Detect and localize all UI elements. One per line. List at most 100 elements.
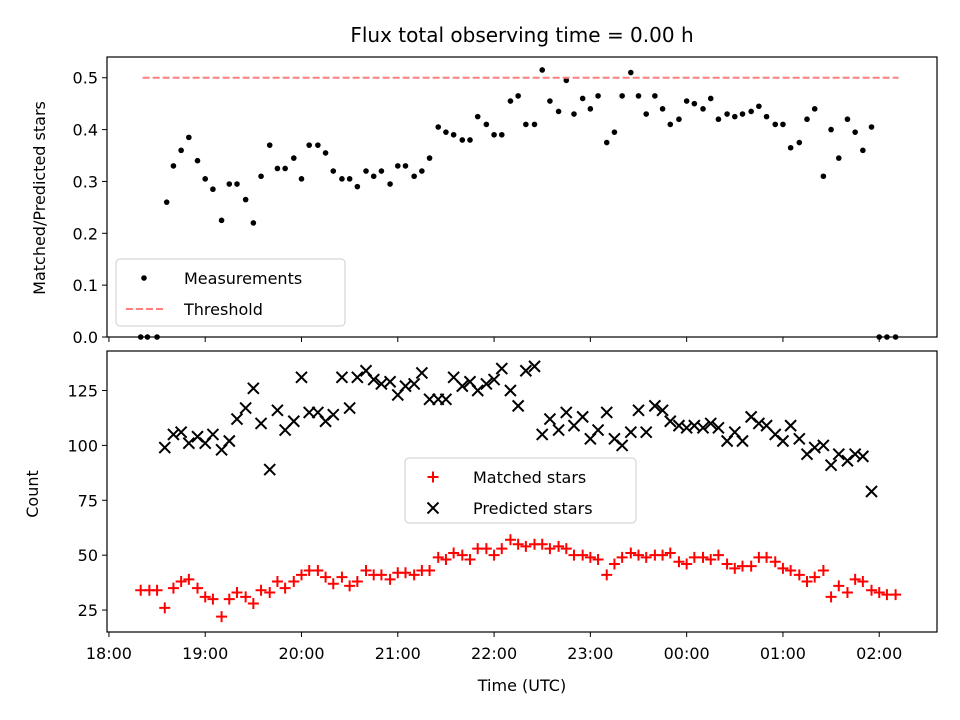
matched-stars-point	[825, 591, 837, 603]
x-tick-label: 02:00	[856, 644, 902, 663]
top-y-tick-label: 0.0	[73, 328, 98, 347]
measurements-point	[419, 168, 425, 174]
measurements-point	[282, 165, 288, 172]
predicted-stars-point	[439, 393, 453, 406]
matched-stars-point	[664, 547, 676, 559]
matched-stars-point	[657, 549, 669, 561]
measurements-point	[467, 137, 473, 143]
measurements-point	[555, 108, 562, 115]
measurements-point	[450, 131, 457, 138]
measurements-point	[370, 173, 377, 180]
legend-label-matched-stars: Matched stars	[473, 468, 586, 487]
predicted-stars-point	[536, 428, 549, 441]
x-tick-label: 18:00	[86, 644, 132, 663]
measurements-point	[443, 129, 449, 135]
x-tick-label: 19:00	[182, 644, 228, 663]
measurements-point	[539, 67, 546, 73]
top-legend	[115, 258, 346, 327]
matched-stars-point	[247, 597, 259, 609]
predicted-stars-point	[656, 404, 669, 417]
matched-stars-point	[681, 558, 693, 570]
predicted-stars-point	[167, 428, 180, 441]
measurements-point	[691, 100, 698, 107]
measurements-point	[354, 183, 361, 190]
predicted-stars-point	[223, 434, 236, 448]
matched-stars-point	[841, 586, 853, 598]
measurements-point	[266, 142, 273, 148]
bottom-y-axis-label: Count	[23, 470, 42, 518]
predicted-stars-point	[239, 401, 252, 415]
measurements-point	[739, 111, 746, 117]
measurements-point	[571, 111, 577, 117]
predicted-stars-point	[784, 419, 797, 432]
matched-stars-point	[375, 569, 387, 581]
measurements-point	[163, 199, 170, 205]
predicted-stars-point	[776, 434, 790, 448]
matched-stars-point	[633, 549, 645, 561]
x-tick-label: 01:00	[760, 644, 806, 663]
measurements-point	[635, 93, 642, 99]
measurements-point	[322, 150, 329, 156]
predicted-stars-point	[295, 371, 308, 384]
measurements-point	[435, 124, 442, 130]
measurements-point	[603, 139, 610, 146]
predicted-stars-point	[576, 410, 589, 424]
bottom-y-tick-label: 75	[78, 491, 98, 510]
predicted-stars-point	[865, 485, 878, 498]
measurements-point	[507, 98, 514, 104]
matched-stars-point	[729, 562, 741, 574]
predicted-stars-point	[704, 417, 717, 430]
measurements-point	[234, 181, 240, 187]
measurements-point	[186, 134, 192, 141]
predicted-stars-point	[471, 384, 484, 397]
measurements-point	[676, 116, 682, 123]
matched-stars-point	[296, 569, 308, 581]
top-y-axis-label: Matched/Predicted stars	[30, 101, 49, 295]
measurements-point	[250, 220, 257, 226]
matched-stars-point	[159, 602, 171, 614]
predicted-stars-point	[552, 423, 565, 437]
matched-stars-point	[793, 569, 805, 581]
measurements-point	[852, 129, 858, 135]
predicted-stars-point	[335, 371, 349, 384]
measurements-point	[835, 155, 842, 161]
measurements-point	[459, 137, 466, 143]
matched-stars-point	[384, 573, 396, 585]
matched-stars-point	[360, 565, 372, 577]
measurements-point	[346, 176, 353, 182]
matched-stars-point	[873, 586, 885, 598]
predicted-stars-point	[528, 360, 541, 373]
predicted-stars-point	[640, 426, 653, 439]
matched-stars-point	[312, 565, 324, 577]
predicted-stars-point	[351, 371, 364, 384]
measurements-point	[523, 121, 529, 128]
predicted-stars-point	[600, 406, 613, 419]
top-panel: 0.0 0.1 0.2 0.3 0.4 0.5 Measurements Threshold	[73, 56, 938, 347]
matched-stars-point	[192, 582, 204, 594]
matched-stars-point	[351, 576, 363, 588]
predicted-stars-point	[230, 412, 244, 426]
top-y-tick-label: 0.4	[73, 121, 98, 140]
matched-stars-point	[640, 551, 652, 563]
measurements-point	[210, 186, 216, 193]
legend-marker-measurements	[141, 275, 147, 281]
measurements-point	[515, 93, 521, 99]
matched-stars-point	[480, 543, 492, 555]
bottom-axes-frame	[106, 350, 938, 633]
matched-stars-point	[712, 549, 724, 561]
measurements-point	[715, 116, 722, 123]
matched-stars-point	[512, 538, 524, 550]
measurements-point	[804, 116, 810, 123]
measurements-point	[178, 147, 184, 154]
predicted-stars-point	[591, 423, 605, 437]
legend-label-threshold: Threshold	[183, 300, 263, 319]
matched-stars-point	[320, 571, 332, 583]
predicted-stars-point	[824, 458, 838, 472]
matched-stars-point	[175, 576, 187, 588]
matched-stars-point	[408, 569, 420, 581]
matched-stars-point	[207, 593, 219, 605]
measurements-point	[170, 163, 177, 169]
predicted-stars-point	[672, 419, 686, 432]
